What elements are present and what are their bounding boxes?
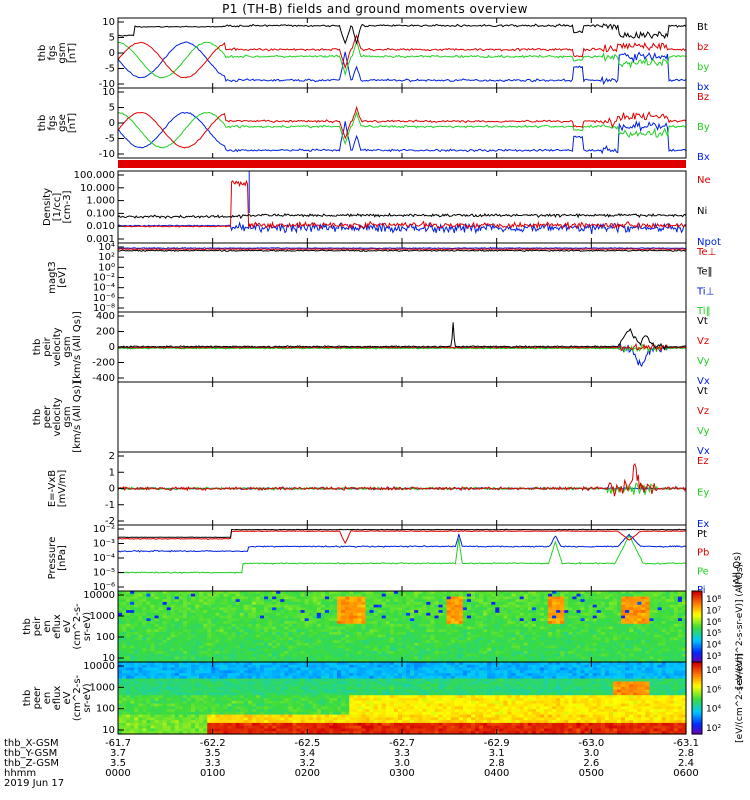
series-line-bx bbox=[118, 42, 686, 84]
spectrogram-cells-8 bbox=[118, 591, 687, 663]
series-line-ni bbox=[118, 214, 686, 219]
series-line-ez bbox=[118, 464, 686, 496]
orbit-flag-bar bbox=[118, 160, 686, 168]
series-line-pe bbox=[118, 536, 686, 573]
series-line-by bbox=[118, 112, 686, 148]
series-line-vt bbox=[118, 322, 686, 349]
series-line-bt bbox=[118, 24, 686, 44]
series-line-npot bbox=[118, 223, 686, 234]
spectrogram-cells-9 bbox=[118, 662, 687, 735]
series-line-bx bbox=[118, 113, 686, 154]
series-line-vz bbox=[118, 344, 686, 351]
series-line-pi bbox=[118, 534, 686, 552]
series-line-by bbox=[118, 42, 686, 78]
series-line-ne bbox=[118, 181, 686, 229]
